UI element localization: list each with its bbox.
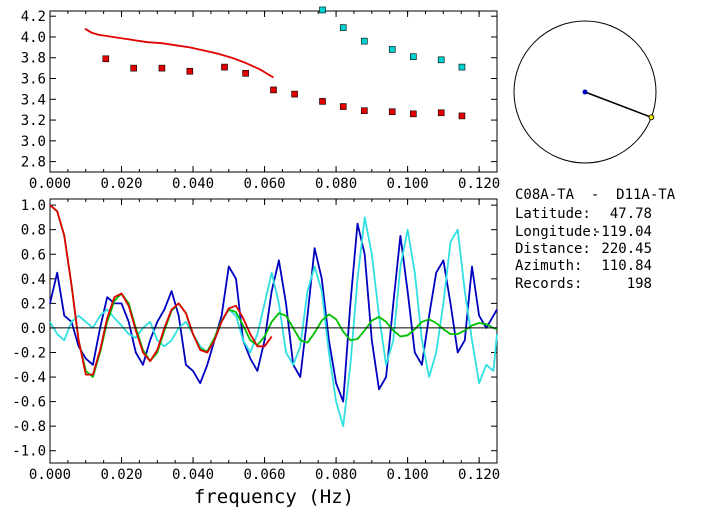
data-point bbox=[410, 53, 417, 61]
longitude-value: -119.04 bbox=[593, 224, 652, 240]
y-tick-label: 3.8 bbox=[21, 51, 46, 67]
data-point bbox=[221, 63, 228, 71]
station-tip-dot bbox=[648, 114, 655, 121]
data-point bbox=[242, 70, 249, 77]
x-tick-label: 0.000 bbox=[29, 176, 71, 192]
records-value: 198 bbox=[627, 276, 652, 292]
x-tick-label: 0.100 bbox=[387, 467, 429, 483]
x-tick-label: 0.080 bbox=[315, 176, 357, 192]
data-point bbox=[361, 107, 368, 115]
series-line bbox=[49, 216, 498, 428]
x-tick-label: 0.060 bbox=[243, 467, 285, 483]
latitude-label: Latitude: bbox=[515, 206, 591, 222]
data-point bbox=[388, 108, 396, 116]
data-point bbox=[388, 46, 396, 53]
correlation-plot-frame bbox=[49, 198, 498, 464]
y-tick-label: 4.0 bbox=[21, 30, 46, 46]
y-tick-label: 1.0 bbox=[21, 198, 46, 214]
dispersion-plot-frame bbox=[49, 10, 498, 173]
data-point bbox=[339, 24, 347, 31]
azimuth-line bbox=[584, 91, 652, 119]
correlation-y-ticks: 1.0 0.8 0.6 0.4 0.2 0.0 -0.2 -0.4 -0.6 -0.8 -1.0 bbox=[12, 198, 497, 460]
series-line bbox=[49, 222, 498, 403]
dispersion-plot: 0.000 0.020 0.040 0.060 0.080 0.100 0.120 2.8 3… bbox=[21, 6, 500, 192]
y-tick-label: 2.8 bbox=[21, 155, 46, 171]
y-tick-label: 0.6 bbox=[21, 247, 46, 263]
series-line bbox=[84, 27, 274, 79]
x-tick-label: 0.020 bbox=[100, 467, 142, 483]
y-tick-label: -0.4 bbox=[12, 370, 46, 386]
data-point bbox=[291, 90, 298, 98]
correlation-plot: 0.000 0.020 0.040 0.060 0.080 0.100 0.120 1.00… bbox=[12, 198, 500, 508]
data-point bbox=[186, 67, 194, 75]
data-point bbox=[270, 86, 277, 94]
distance-value: 220.45 bbox=[601, 241, 652, 257]
x-tick-label: 0.120 bbox=[458, 176, 500, 192]
station-pair-title: C08A-TA - D11A-TA bbox=[515, 187, 676, 203]
data-point bbox=[410, 110, 417, 118]
azimuth-value: 110.84 bbox=[601, 258, 652, 274]
data-point bbox=[319, 6, 326, 14]
y-tick-label: -1.0 bbox=[12, 444, 46, 460]
records-label: Records: bbox=[515, 276, 582, 292]
data-point bbox=[361, 37, 368, 45]
distance-label: Distance: bbox=[515, 241, 591, 257]
data-point bbox=[158, 64, 166, 72]
y-tick-label: 0.4 bbox=[21, 272, 46, 288]
data-point bbox=[458, 112, 466, 120]
series-line bbox=[49, 204, 273, 376]
station-info-panel: C08A-TA - D11A-TA Latitude: 47.78 Longit… bbox=[515, 187, 676, 292]
dispersion-y-ticks: 2.8 3.0 3.2 3.4 3.6 3.8 4.0 4.2 bbox=[21, 9, 497, 171]
y-tick-label: 0.2 bbox=[21, 296, 46, 312]
dispersion-x-ticks: 0.000 0.020 0.040 0.060 0.080 0.100 0.120 bbox=[29, 11, 500, 192]
y-tick-label: 3.2 bbox=[21, 113, 46, 129]
x-tick-label: 0.040 bbox=[172, 176, 214, 192]
y-tick-label: -0.8 bbox=[12, 419, 46, 435]
y-tick-label: -0.6 bbox=[12, 395, 46, 411]
data-point bbox=[437, 56, 445, 64]
y-tick-label: -0.2 bbox=[12, 345, 46, 361]
data-point bbox=[102, 55, 110, 63]
x-tick-label: 0.060 bbox=[243, 176, 285, 192]
y-tick-label: 3.6 bbox=[21, 72, 46, 88]
data-point bbox=[319, 98, 326, 105]
data-point bbox=[130, 64, 137, 72]
dispersion-series bbox=[84, 6, 466, 120]
station-center-dot bbox=[582, 89, 588, 95]
x-tick-label: 0.000 bbox=[29, 467, 71, 483]
y-tick-label: 4.2 bbox=[21, 9, 46, 25]
correlation-x-ticks: 0.000 0.020 0.040 0.060 0.080 0.100 0.120 bbox=[29, 199, 500, 483]
data-point bbox=[339, 103, 347, 110]
latitude-value: 47.78 bbox=[610, 206, 652, 222]
x-axis-label: frequency (Hz) bbox=[194, 486, 354, 508]
x-tick-label: 0.100 bbox=[387, 176, 429, 192]
x-tick-label: 0.040 bbox=[172, 467, 214, 483]
azimuth-diagram bbox=[513, 20, 657, 164]
x-tick-label: 0.120 bbox=[458, 467, 500, 483]
correlation-series bbox=[49, 204, 498, 428]
y-tick-label: 0.0 bbox=[21, 321, 46, 337]
y-tick-label: 0.8 bbox=[21, 223, 46, 239]
data-point bbox=[458, 63, 466, 71]
x-tick-label: 0.080 bbox=[315, 467, 357, 483]
azimuth-circle bbox=[513, 20, 657, 164]
y-tick-label: 3.4 bbox=[21, 92, 46, 108]
x-tick-label: 0.020 bbox=[100, 176, 142, 192]
series-line bbox=[49, 204, 498, 378]
longitude-label: Longitude: bbox=[515, 224, 599, 240]
data-point bbox=[437, 109, 445, 117]
y-tick-label: 3.0 bbox=[21, 134, 46, 150]
azimuth-label: Azimuth: bbox=[515, 258, 582, 274]
